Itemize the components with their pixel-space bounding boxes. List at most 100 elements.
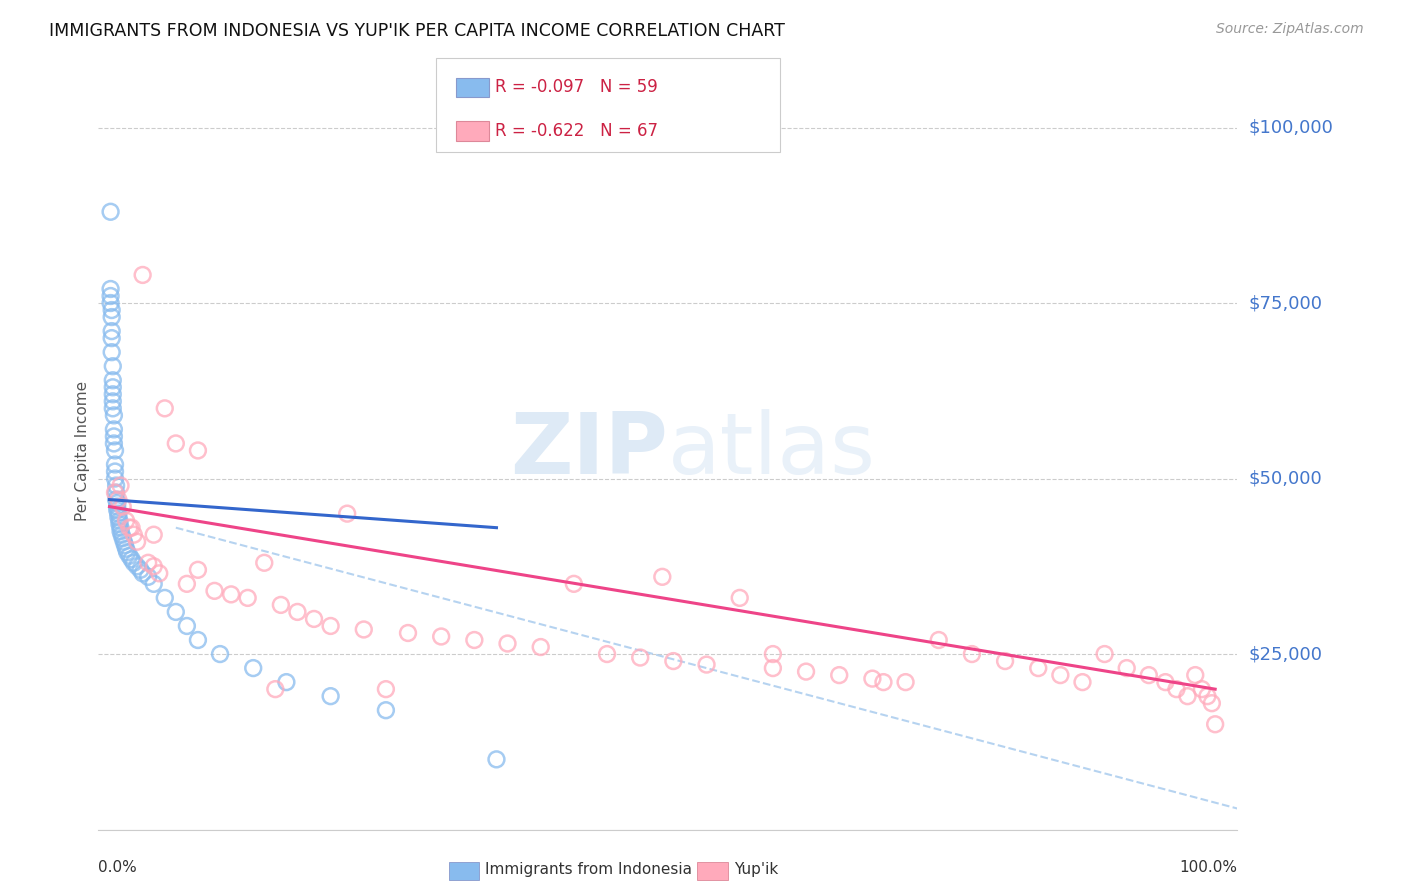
- Point: [485, 752, 508, 766]
- Point: [1026, 661, 1049, 675]
- Point: [101, 359, 124, 374]
- Point: [270, 598, 292, 612]
- Point: [129, 563, 152, 577]
- Point: [153, 591, 176, 605]
- Point: [1071, 675, 1094, 690]
- Point: [662, 654, 685, 668]
- Text: $50,000: $50,000: [1249, 469, 1322, 488]
- Point: [104, 471, 127, 485]
- Point: [101, 380, 124, 394]
- Point: [100, 345, 122, 359]
- Point: [264, 682, 287, 697]
- Text: IMMIGRANTS FROM INDONESIA VS YUP'IK PER CAPITA INCOME CORRELATION CHART: IMMIGRANTS FROM INDONESIA VS YUP'IK PER …: [49, 22, 785, 40]
- Point: [336, 507, 359, 521]
- Point: [353, 623, 375, 637]
- Point: [107, 507, 129, 521]
- Point: [110, 524, 132, 539]
- Point: [105, 496, 128, 510]
- Point: [1154, 675, 1177, 690]
- Point: [115, 545, 138, 559]
- Text: $100,000: $100,000: [1249, 119, 1333, 136]
- Text: 100.0%: 100.0%: [1180, 860, 1237, 875]
- Point: [596, 647, 619, 661]
- Point: [219, 587, 242, 601]
- Point: [108, 514, 131, 528]
- Point: [105, 485, 128, 500]
- Point: [496, 636, 519, 650]
- Point: [287, 605, 309, 619]
- Point: [960, 647, 983, 661]
- Point: [928, 633, 950, 648]
- Point: [1049, 668, 1071, 682]
- Point: [176, 577, 198, 591]
- Point: [115, 541, 138, 556]
- Point: [302, 612, 325, 626]
- Point: [1115, 661, 1137, 675]
- Point: [122, 556, 145, 570]
- Point: [107, 510, 129, 524]
- Point: [105, 503, 128, 517]
- Point: [100, 289, 122, 303]
- Point: [122, 527, 145, 541]
- Text: $75,000: $75,000: [1249, 294, 1323, 312]
- Point: [242, 661, 264, 675]
- Point: [142, 527, 165, 541]
- Point: [100, 324, 122, 338]
- Point: [105, 478, 128, 492]
- Point: [103, 429, 125, 443]
- Point: [828, 668, 851, 682]
- Point: [114, 538, 136, 552]
- Point: [319, 619, 342, 633]
- Point: [100, 296, 122, 310]
- Point: [142, 559, 165, 574]
- Point: [319, 689, 342, 703]
- Point: [1191, 682, 1213, 697]
- Point: [111, 527, 134, 541]
- Point: [103, 422, 125, 436]
- Point: [463, 633, 485, 648]
- Point: [115, 514, 138, 528]
- Point: [530, 640, 553, 654]
- Point: [107, 492, 129, 507]
- Point: [148, 566, 170, 581]
- Point: [100, 303, 122, 318]
- Point: [562, 577, 585, 591]
- Point: [104, 465, 127, 479]
- Point: [762, 647, 785, 661]
- Y-axis label: Per Capita Income: Per Capita Income: [75, 380, 90, 521]
- Point: [1201, 696, 1223, 710]
- Point: [1184, 668, 1206, 682]
- Point: [794, 665, 817, 679]
- Point: [651, 570, 673, 584]
- Point: [762, 661, 785, 675]
- Point: [101, 373, 124, 387]
- Point: [176, 619, 198, 633]
- Point: [209, 647, 232, 661]
- Point: [103, 409, 125, 423]
- Point: [728, 591, 751, 605]
- Point: [111, 500, 134, 514]
- Point: [142, 577, 165, 591]
- Text: Source: ZipAtlas.com: Source: ZipAtlas.com: [1216, 22, 1364, 37]
- Point: [104, 458, 127, 472]
- Point: [127, 559, 149, 574]
- Point: [101, 401, 124, 416]
- Point: [696, 657, 718, 672]
- Point: [118, 521, 141, 535]
- Text: Yup'ik: Yup'ik: [734, 863, 778, 877]
- Point: [108, 517, 131, 532]
- Text: $25,000: $25,000: [1249, 645, 1323, 663]
- Point: [118, 549, 141, 563]
- Point: [121, 521, 143, 535]
- Point: [994, 654, 1017, 668]
- Point: [100, 331, 122, 345]
- Point: [187, 633, 209, 648]
- Point: [136, 556, 159, 570]
- Point: [105, 492, 128, 507]
- Point: [860, 672, 883, 686]
- Point: [872, 675, 894, 690]
- Text: R = -0.622   N = 67: R = -0.622 N = 67: [495, 122, 658, 140]
- Point: [1166, 682, 1188, 697]
- Point: [104, 443, 127, 458]
- Point: [111, 531, 134, 545]
